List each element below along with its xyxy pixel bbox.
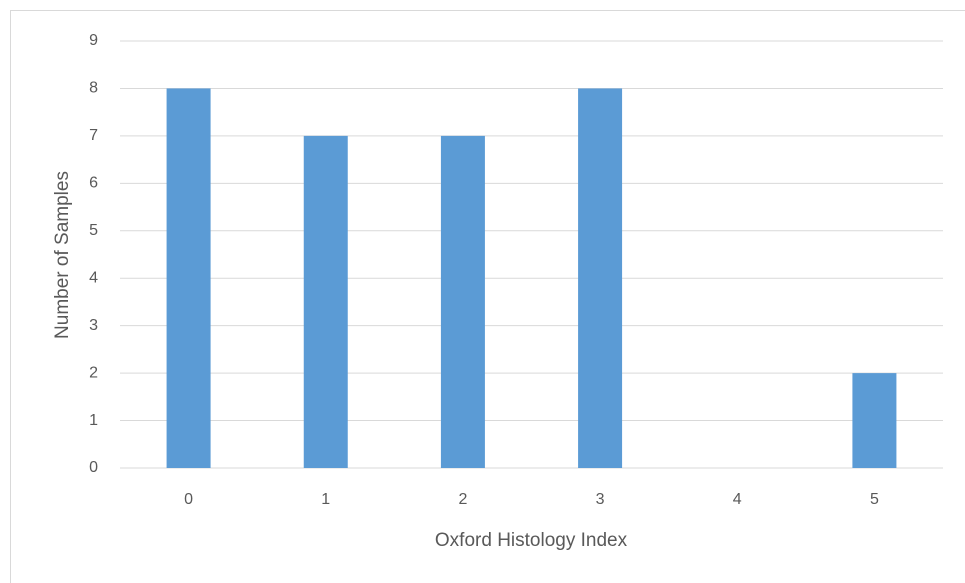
y-tick-label: 1 bbox=[89, 412, 98, 429]
x-tick-label: 2 bbox=[458, 491, 467, 508]
bar bbox=[578, 88, 623, 468]
y-tick-label: 5 bbox=[89, 222, 98, 239]
chart-border bbox=[10, 10, 965, 583]
y-tick-label: 7 bbox=[89, 127, 98, 144]
x-tick-label: 4 bbox=[733, 491, 742, 508]
y-tick-label: 9 bbox=[89, 32, 98, 49]
y-tick-label: 4 bbox=[89, 269, 98, 286]
bar bbox=[440, 135, 485, 468]
bar bbox=[166, 88, 211, 468]
y-tick-label: 3 bbox=[89, 317, 98, 334]
x-axis-title: Oxford Histology Index bbox=[435, 530, 628, 551]
x-tick-label: 3 bbox=[596, 491, 605, 508]
y-tick-label: 2 bbox=[89, 364, 98, 381]
y-tick-label: 6 bbox=[89, 175, 98, 192]
y-tick-label: 8 bbox=[89, 80, 98, 97]
x-tick-label: 0 bbox=[184, 491, 193, 508]
x-tick-label: 1 bbox=[321, 491, 330, 508]
y-axis-title: Number of Samples bbox=[52, 171, 73, 339]
y-tick-label: 0 bbox=[89, 459, 98, 476]
x-tick-label: 5 bbox=[870, 491, 879, 508]
bar bbox=[303, 135, 348, 468]
bar bbox=[852, 373, 897, 468]
